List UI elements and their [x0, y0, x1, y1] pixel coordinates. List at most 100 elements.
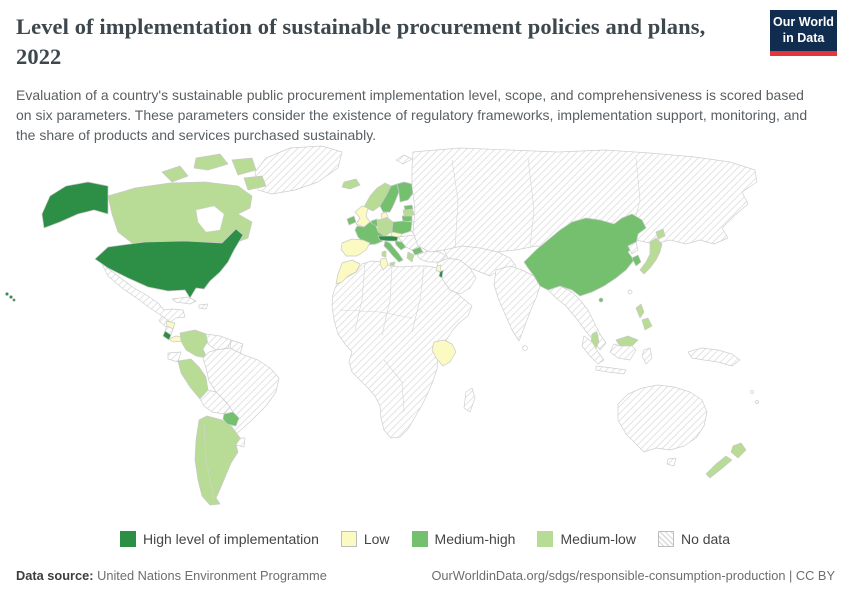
country-mexico[interactable]: [101, 263, 186, 323]
country-philippines-mindanao[interactable]: [641, 317, 653, 331]
hainan[interactable]: [598, 297, 604, 303]
country-indonesia-java[interactable]: [595, 365, 627, 375]
country-indonesia-sulawesi[interactable]: [641, 347, 653, 365]
country-bulgaria[interactable]: [411, 246, 424, 256]
legend-label-high: High level of implementation: [142, 531, 319, 547]
country-morocco[interactable]: [335, 259, 361, 285]
country-venezuela[interactable]: [205, 333, 232, 351]
country-philippines-luzon[interactable]: [635, 303, 645, 319]
hawaii-island-2[interactable]: [9, 295, 13, 299]
country-estonia[interactable]: [403, 204, 414, 211]
owid-logo-line2: in Data: [782, 30, 825, 45]
country-tunisia[interactable]: [379, 257, 389, 271]
country-united-states-alaska[interactable]: [41, 181, 109, 229]
hawaii-island-3[interactable]: [12, 298, 16, 302]
asia-internal-border-1: [451, 159, 459, 251]
footer: Data source: United Nations Environment …: [16, 568, 835, 583]
africa-internal-border-3: [411, 265, 425, 333]
country-peru[interactable]: [177, 358, 209, 400]
country-australia[interactable]: [617, 384, 708, 453]
country-slovenia-croatia[interactable]: [394, 240, 407, 251]
country-japan[interactable]: [639, 237, 663, 275]
country-italy[interactable]: [383, 240, 404, 263]
hudson-bay: [195, 205, 225, 233]
country-denmark[interactable]: [380, 211, 389, 220]
country-malaysia-borneo[interactable]: [615, 335, 639, 347]
footer-datasource-value: United Nations Environment Programme: [93, 568, 327, 583]
country-russia-central-asia[interactable]: [411, 147, 758, 253]
world-map-svg: [5, 145, 759, 506]
legend-item-no-data[interactable]: No data: [657, 531, 730, 547]
legend-label-medium-low: Medium-low: [560, 531, 636, 547]
country-paraguay[interactable]: [222, 411, 240, 427]
map-legend: High level of implementation Low Medium-…: [0, 531, 850, 547]
country-new-zealand-north[interactable]: [730, 442, 747, 459]
canada-arctic-island-4[interactable]: [243, 175, 267, 191]
canada-arctic-island-3[interactable]: [231, 157, 257, 176]
country-south-korea[interactable]: [631, 254, 642, 267]
country-finland[interactable]: [396, 181, 415, 203]
country-argentina-chile[interactable]: [194, 415, 241, 506]
country-bolivia[interactable]: [199, 389, 231, 415]
country-lithuania[interactable]: [401, 215, 413, 223]
country-kenya-uganda[interactable]: [431, 339, 457, 367]
page-title: Level of implementation of sustainable p…: [16, 14, 706, 69]
africa-internal-border-2: [381, 266, 393, 336]
country-switzerland-austria[interactable]: [377, 235, 399, 242]
country-indonesia-kalimantan[interactable]: [609, 343, 637, 361]
country-ireland[interactable]: [346, 215, 357, 226]
owid-logo-line1: Our World: [773, 14, 834, 29]
legend-label-no-data: No data: [680, 531, 730, 547]
hawaii-island-1[interactable]: [5, 292, 9, 296]
country-madagascar[interactable]: [463, 387, 476, 413]
africa-internal-border-1: [354, 262, 366, 331]
country-taiwan[interactable]: [627, 289, 633, 295]
svalbard[interactable]: [395, 154, 413, 165]
legend-swatch-medium-low: [537, 531, 554, 547]
legend-label-medium-high: Medium-high: [434, 531, 516, 547]
footer-datasource-label: Data source:: [16, 568, 94, 583]
legend-swatch-low: [340, 531, 357, 547]
owid-logo[interactable]: Our World in Data: [770, 10, 837, 56]
country-united-states[interactable]: [94, 228, 244, 299]
country-new-guinea[interactable]: [687, 347, 741, 367]
footer-datasource: Data source: United Nations Environment …: [16, 568, 327, 583]
continent-africa[interactable]: [331, 260, 473, 439]
country-hispaniola[interactable]: [198, 303, 209, 310]
tasmania[interactable]: [666, 457, 677, 467]
legend-item-high[interactable]: High level of implementation: [119, 531, 319, 547]
pacific-island-2[interactable]: [755, 400, 759, 404]
pacific-island-1[interactable]: [750, 390, 754, 394]
canada-arctic-island-1[interactable]: [161, 165, 189, 183]
sicily[interactable]: [389, 261, 396, 267]
legend-item-medium-low[interactable]: Medium-low: [537, 531, 636, 547]
country-sri-lanka[interactable]: [522, 345, 528, 351]
country-indonesia-sumatra[interactable]: [581, 335, 605, 365]
sardinia[interactable]: [381, 250, 387, 258]
chart-subtitle: Evaluation of a country's sustainable pu…: [16, 87, 808, 143]
country-india[interactable]: [493, 265, 541, 342]
asia-internal-border-2: [527, 157, 535, 248]
japan-hokkaido[interactable]: [655, 228, 666, 240]
country-north-korea[interactable]: [627, 241, 639, 255]
country-poland[interactable]: [391, 220, 413, 235]
country-brazil[interactable]: [202, 347, 280, 435]
country-costa-rica[interactable]: [162, 330, 172, 341]
country-greenland[interactable]: [254, 145, 343, 195]
country-latvia[interactable]: [402, 209, 415, 217]
country-indochina[interactable]: [547, 285, 607, 351]
country-new-zealand-south[interactable]: [705, 455, 733, 479]
footer-link[interactable]: OurWorldinData.org/sdgs/responsible-cons…: [431, 568, 835, 583]
country-iceland[interactable]: [341, 178, 361, 190]
country-colombia[interactable]: [179, 329, 209, 359]
country-spain-portugal[interactable]: [340, 238, 371, 257]
legend-item-low[interactable]: Low: [340, 531, 390, 547]
africa-internal-border-4: [339, 309, 413, 319]
country-cuba[interactable]: [171, 296, 197, 305]
legend-swatch-medium-high: [411, 531, 428, 547]
canada-arctic-island-2[interactable]: [193, 153, 229, 171]
country-jordan[interactable]: [438, 269, 444, 279]
country-greece[interactable]: [406, 251, 415, 263]
legend-item-medium-high[interactable]: Medium-high: [411, 531, 516, 547]
